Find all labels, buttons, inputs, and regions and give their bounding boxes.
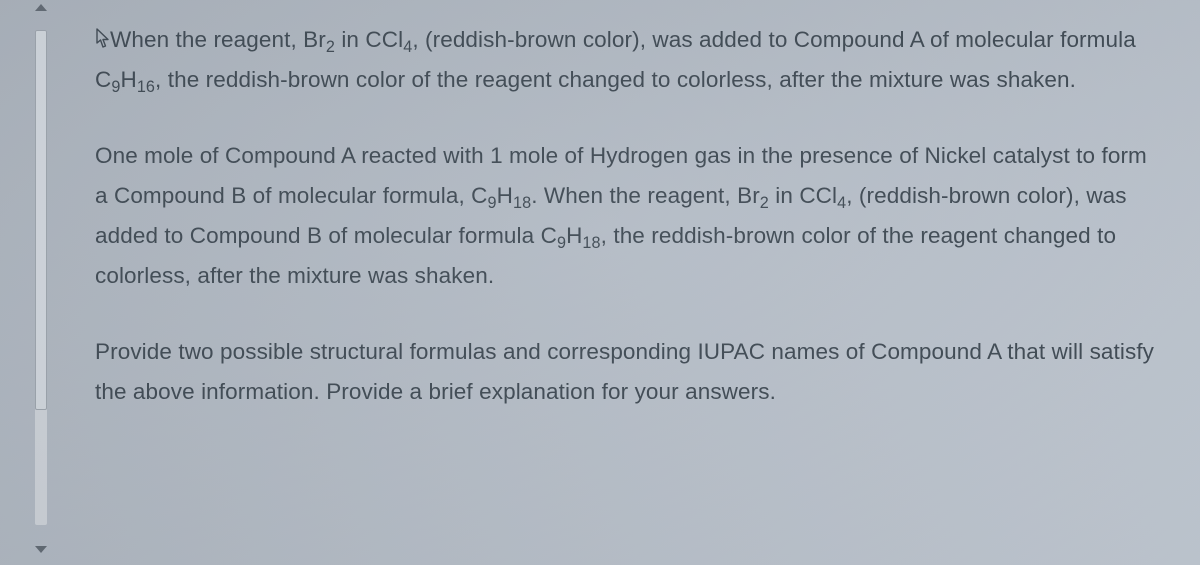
subscript: 9 (111, 78, 120, 96)
subscript: 18 (513, 194, 531, 212)
paragraph-1: When the reagent, Br2 in CCl4, (reddish-… (95, 20, 1160, 100)
scroll-up-arrow-icon[interactable] (35, 4, 47, 11)
question-body: When the reagent, Br2 in CCl4, (reddish-… (95, 20, 1160, 412)
text: . When the reagent, Br (531, 183, 760, 208)
text: H (120, 67, 136, 92)
text: H (497, 183, 513, 208)
subscript: 16 (137, 78, 155, 96)
scroll-thumb[interactable] (35, 30, 47, 410)
subscript: 4 (837, 194, 846, 212)
vertical-scrollbar[interactable] (26, 0, 56, 565)
text: H (566, 223, 582, 248)
subscript: 9 (488, 194, 497, 212)
subscript: 18 (582, 234, 600, 252)
subscript: 9 (557, 234, 566, 252)
text: in CCl (335, 27, 403, 52)
paragraph-3: Provide two possible structural formulas… (95, 332, 1160, 412)
subscript: 2 (326, 38, 335, 56)
text: , the reddish-brown color of the reagent… (155, 67, 1076, 92)
subscript: 2 (760, 194, 769, 212)
text: When the reagent, Br (110, 27, 326, 52)
subscript: 4 (403, 38, 412, 56)
scroll-down-arrow-icon[interactable] (35, 546, 47, 553)
text: Provide two possible structural formulas… (95, 339, 1154, 404)
paragraph-2: One mole of Compound A reacted with 1 mo… (95, 136, 1160, 296)
text: in CCl (769, 183, 837, 208)
